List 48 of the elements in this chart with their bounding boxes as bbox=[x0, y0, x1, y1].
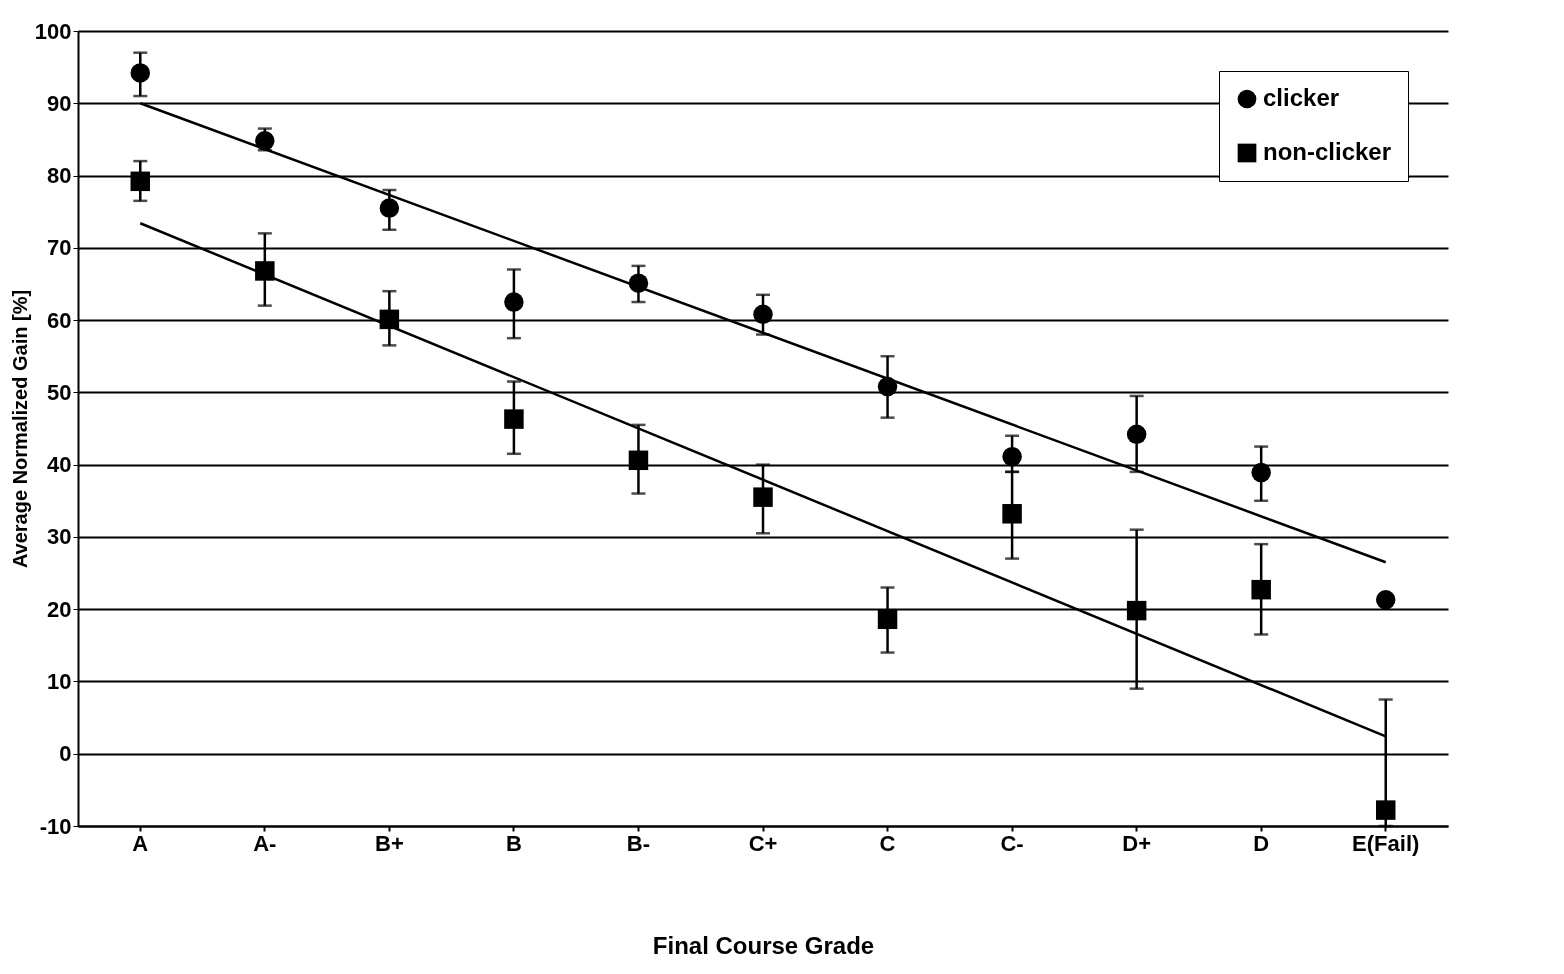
point bbox=[1002, 446, 1022, 467]
x-tick-label: C- bbox=[1000, 830, 1024, 856]
x-tick-label: A bbox=[132, 830, 149, 856]
x-tick-label: B- bbox=[626, 830, 651, 856]
x-axis-title: Final Course Grade bbox=[652, 931, 875, 959]
point bbox=[130, 63, 151, 83]
point bbox=[1375, 800, 1396, 820]
x-tick-label: D+ bbox=[1122, 830, 1152, 856]
x-tick-label: B+ bbox=[374, 830, 404, 856]
y-tick-label: 100 bbox=[34, 18, 72, 44]
point bbox=[379, 309, 400, 330]
y-tick-label: 90 bbox=[47, 90, 72, 116]
point bbox=[1126, 600, 1147, 621]
point bbox=[628, 450, 649, 471]
y-tick-label: 0 bbox=[59, 741, 72, 767]
point bbox=[1375, 590, 1396, 610]
point bbox=[1126, 424, 1147, 445]
point bbox=[130, 171, 151, 192]
legend-label: clicker bbox=[1263, 84, 1340, 111]
y-tick-label: 10 bbox=[47, 668, 72, 694]
y-tick-label: 60 bbox=[47, 307, 72, 333]
point bbox=[255, 261, 275, 281]
point bbox=[877, 609, 898, 630]
point bbox=[628, 273, 649, 293]
point bbox=[1251, 579, 1271, 600]
x-tick-label: C bbox=[879, 830, 896, 856]
point bbox=[753, 304, 773, 325]
y-tick-label: -10 bbox=[39, 813, 72, 839]
point bbox=[877, 376, 898, 397]
x-tick-label: D bbox=[1253, 830, 1270, 856]
point bbox=[504, 292, 524, 312]
y-tick-label: 70 bbox=[47, 235, 72, 261]
x-tick-label: B bbox=[505, 830, 522, 856]
legend-label: non-clicker bbox=[1263, 138, 1392, 165]
y-tick-label: 50 bbox=[47, 379, 72, 405]
point bbox=[379, 198, 400, 218]
y-tick-label: 20 bbox=[47, 596, 72, 622]
y-tick-label: 80 bbox=[47, 163, 72, 189]
x-tick-label: C+ bbox=[748, 830, 778, 856]
point bbox=[1251, 462, 1271, 483]
x-tick-label: E(Fail) bbox=[1352, 830, 1420, 856]
point bbox=[1002, 504, 1022, 524]
y-tick-label: 30 bbox=[47, 524, 72, 550]
point bbox=[753, 487, 773, 507]
y-tick-label: 40 bbox=[47, 452, 72, 478]
point bbox=[504, 409, 524, 429]
y-axis-title: Average Normalized Gain [%] bbox=[8, 289, 31, 569]
x-tick-label: A- bbox=[253, 830, 277, 856]
